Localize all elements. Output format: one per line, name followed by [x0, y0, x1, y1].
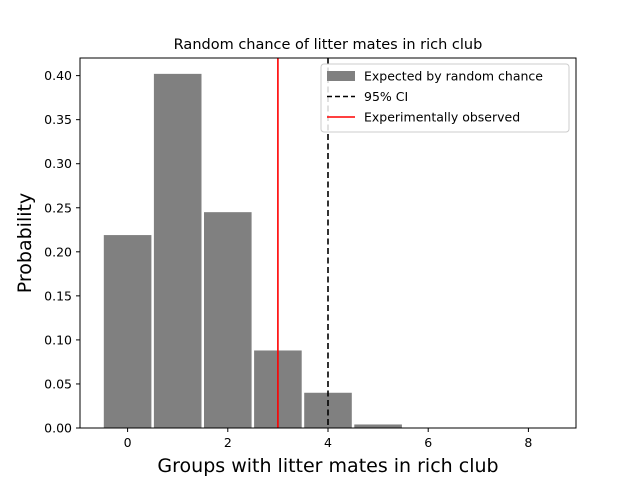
- y-tick-label: 0.00: [44, 421, 72, 436]
- x-tick-label: 0: [124, 435, 132, 450]
- legend-label: Experimentally observed: [364, 110, 520, 125]
- bar-1: [153, 73, 202, 428]
- x-axis: 0 2 4 6 8: [124, 428, 532, 450]
- y-tick-label: 0.40: [44, 68, 72, 83]
- bar-0: [103, 235, 152, 428]
- y-tick-label: 0.20: [44, 244, 72, 259]
- legend-label: 95% CI: [364, 89, 408, 104]
- x-axis-label: Groups with litter mates in rich club: [157, 455, 498, 477]
- y-axis-label: Probability: [14, 193, 36, 293]
- chart-title: Random chance of litter mates in rich cl…: [174, 37, 483, 53]
- bar-5: [354, 424, 402, 428]
- x-tick-label: 4: [324, 435, 332, 450]
- legend-swatch: [327, 71, 355, 81]
- x-tick-label: 8: [524, 435, 532, 450]
- y-tick-label: 0.30: [44, 156, 72, 171]
- y-tick-label: 0.05: [44, 376, 72, 391]
- y-axis: 0.00 0.05 0.10 0.15 0.20 0.25 0.30 0.35 0.40: [44, 68, 80, 436]
- y-tick-label: 0.35: [44, 112, 72, 127]
- y-tick-label: 0.10: [44, 332, 72, 347]
- legend-frame: [320, 63, 570, 133]
- legend: Expected by random chance 95% CI Experimen…: [320, 63, 570, 133]
- x-tick-label: 2: [224, 435, 232, 450]
- x-tick-label: 6: [424, 435, 432, 450]
- legend-label: Expected by random chance: [364, 69, 543, 84]
- bar-2: [204, 212, 252, 428]
- y-tick-label: 0.15: [44, 288, 72, 303]
- y-tick-label: 0.25: [44, 200, 72, 215]
